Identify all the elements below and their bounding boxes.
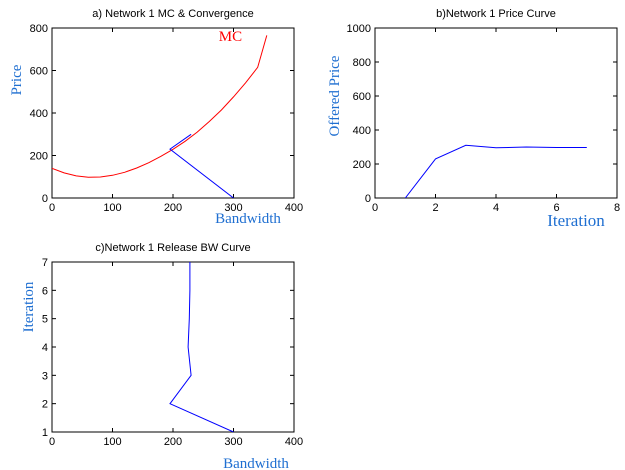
y-tick-label: 600 <box>353 91 371 103</box>
x-tick-label: 100 <box>103 202 121 214</box>
series-line-2 <box>169 133 234 198</box>
y-axis-label: Iteration <box>21 281 37 332</box>
x-tick-label: 4 <box>493 202 499 214</box>
series-line-1 <box>404 144 587 198</box>
y-tick-label: 6 <box>42 285 48 297</box>
chart-1: a) Network 1 MC & Convergence 0 100 200 300 4… <box>9 8 303 227</box>
y-axis-label: Offered Price <box>327 55 343 136</box>
y-tick-label: 200 <box>30 151 48 163</box>
y-tick-label: 3 <box>42 370 48 382</box>
y-tick-label: 0 <box>365 193 371 205</box>
y-tick-label: 800 <box>30 23 48 35</box>
x-tick-label: 400 <box>285 436 303 448</box>
plot-frame <box>51 261 295 433</box>
y-tick-label: 5 <box>42 314 48 326</box>
x-axis-label: Iteration <box>547 211 605 230</box>
x-axis-label: Bandwidth <box>223 456 289 470</box>
y-tick-label: 600 <box>30 66 48 78</box>
x-tick-label: 6 <box>553 202 559 214</box>
x-tick-label: 2 <box>432 202 438 214</box>
annotation-label: MC <box>219 29 242 45</box>
y-tick-label: 400 <box>30 108 48 120</box>
series-line-1 <box>169 262 234 432</box>
y-tick-label: 400 <box>353 125 371 137</box>
chart-title: a) Network 1 MC & Convergence <box>92 8 253 20</box>
plot-frame <box>374 27 618 199</box>
x-tick-label: 400 <box>285 202 303 214</box>
y-tick-label: 800 <box>353 57 371 69</box>
y-tick-label: 1 <box>42 427 48 439</box>
x-tick-label: 200 <box>164 202 182 214</box>
y-tick-label: 7 <box>42 257 48 269</box>
y-axis-label: Price <box>9 64 25 95</box>
x-tick-label: 200 <box>164 436 182 448</box>
x-tick-label: 0 <box>49 202 55 214</box>
x-tick-label: 300 <box>224 202 242 214</box>
series-line-1 <box>52 35 268 178</box>
x-tick-label: 300 <box>224 436 242 448</box>
y-tick-label: 1000 <box>347 23 371 35</box>
chart-2: b)Network 1 Price Curve 0 2 4 6 8 0 200 400 600 80… <box>327 8 620 230</box>
y-tick-label: 200 <box>353 159 371 171</box>
y-tick-label: 2 <box>42 399 48 411</box>
chart-title: b)Network 1 Price Curve <box>436 8 556 20</box>
x-tick-label: 0 <box>49 436 55 448</box>
chart-3: c)Network 1 Release BW Curve 0 100 200 300 40… <box>21 242 303 470</box>
chart-title: c)Network 1 Release BW Curve <box>95 242 250 254</box>
x-tick-label: 0 <box>372 202 378 214</box>
x-tick-label: 100 <box>103 436 121 448</box>
plot-frame <box>51 27 295 199</box>
y-tick-label: 4 <box>42 342 48 354</box>
x-axis-label: Bandwidth <box>215 211 281 227</box>
x-tick-label: 8 <box>614 202 620 214</box>
y-tick-label: 0 <box>42 193 48 205</box>
